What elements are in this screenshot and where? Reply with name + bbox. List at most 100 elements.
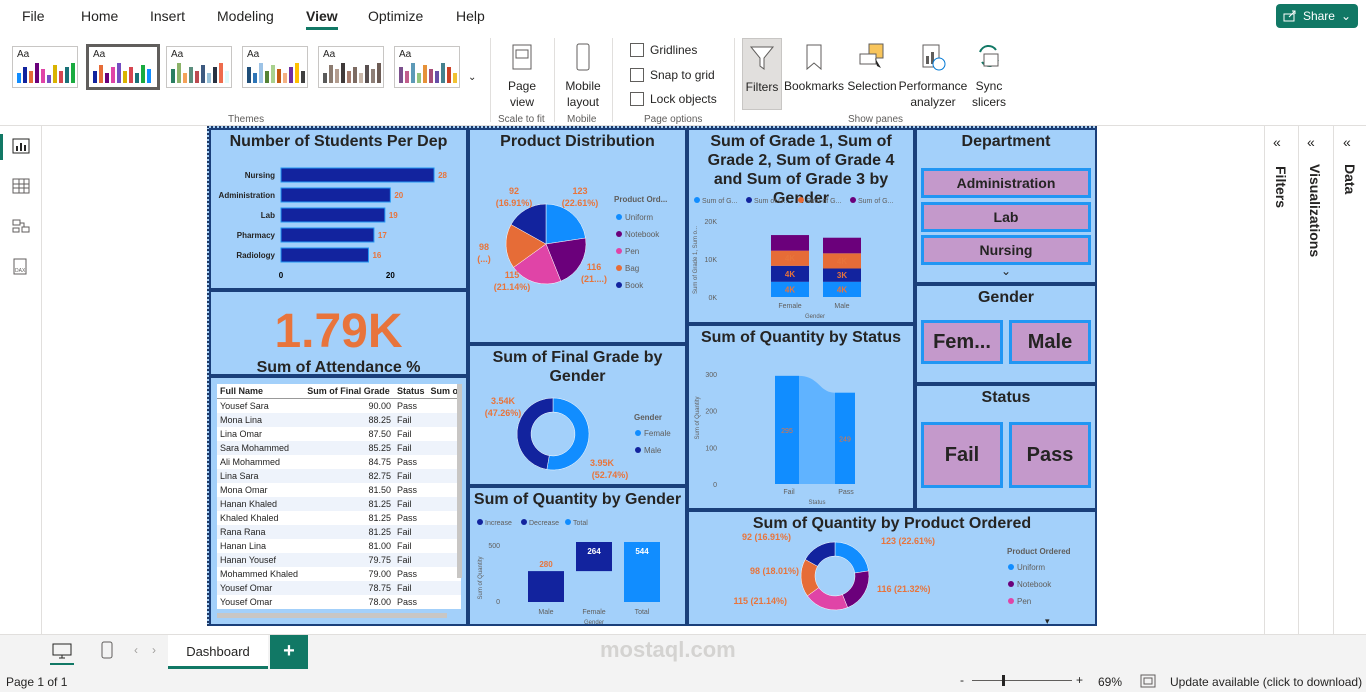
theme-6[interactable]: Aa	[394, 46, 460, 88]
col-full-name[interactable]: Full Name	[217, 384, 305, 399]
gender-female[interactable]: Fem...	[921, 320, 1003, 364]
table-row[interactable]: Hanan Khaled 81.25 Fail	[217, 496, 461, 511]
product-distribution-chart[interactable]: Product Distribution 92 (16.91%) 123 (22.61…	[468, 128, 687, 344]
model-view-icon[interactable]	[12, 218, 30, 234]
slicer-scroll-down-icon[interactable]: ⌄	[1001, 264, 1012, 278]
table-row[interactable]: Hanan Lina 81.00 Fail	[217, 539, 461, 553]
filters-pane-button[interactable]: Filters	[742, 38, 782, 110]
collapse-filters-icon[interactable]: «	[1273, 134, 1281, 150]
tab-prev-icon[interactable]: ‹	[134, 643, 138, 657]
table-row[interactable]: Rana Rana 81.25 Fail	[217, 524, 461, 539]
theme-1[interactable]: Aa	[12, 46, 78, 88]
sync-slicers-button[interactable]: Sync slicers	[968, 42, 1010, 110]
table-row[interactable]: Mohammed Khaled 79.00 Pass	[217, 567, 461, 581]
cell-empty	[427, 399, 461, 413]
status-pass[interactable]: Pass	[1009, 422, 1091, 488]
grades-by-gender-chart[interactable]: Sum of Grade 1, Sum of Grade 2, Sum of G…	[687, 128, 915, 324]
dax-query-icon[interactable]: DAX	[12, 258, 30, 276]
y-tick: 0	[713, 482, 717, 489]
department-slicer[interactable]: Department Administration Lab Nursing ⌄	[915, 128, 1097, 284]
data-label: (...)	[477, 254, 491, 264]
table-row[interactable]: Mona Omar 81.50 Pass	[217, 483, 461, 497]
status-slicer[interactable]: Status Fail Pass	[915, 384, 1097, 510]
students-per-dep-chart[interactable]: Number of Students Per Dep Nursing 28 Admi…	[209, 128, 468, 290]
table-row[interactable]: Lina Sara 82.75 Fail	[217, 468, 461, 483]
filters-pane-label[interactable]: Filters	[1273, 166, 1289, 209]
theme-5[interactable]: Aa	[318, 46, 384, 88]
gallery-expand-icon[interactable]: ⌄	[468, 72, 477, 83]
bar-value: 16	[372, 251, 381, 260]
table-row[interactable]: Mona Lina 88.25 Fail	[217, 412, 461, 427]
data-pane-label[interactable]: Data	[1342, 164, 1358, 195]
final-grade-by-gender-chart[interactable]: Sum of Final Grade by Gender 3.54K (47.26…	[468, 344, 687, 486]
cell-final-grade: 78.75	[304, 580, 394, 595]
collapse-visualizations-icon[interactable]: «	[1307, 134, 1315, 150]
update-available-link[interactable]: Update available (click to download)	[1170, 675, 1363, 689]
table-row[interactable]: Hanan Yousef 79.75 Fail	[217, 552, 461, 567]
add-page-button[interactable]: +	[270, 635, 308, 669]
table-row[interactable]: Khaled Khaled 81.25 Pass	[217, 511, 461, 525]
bookmarks-button[interactable]: Bookmarks	[784, 42, 844, 94]
theme-2[interactable]: Aa	[86, 44, 160, 90]
tab-next-icon[interactable]: ›	[152, 643, 156, 657]
table-row[interactable]: Yousef Sara 90.00 Pass	[217, 399, 461, 413]
gender-slicer[interactable]: Gender Fem... Male	[915, 284, 1097, 384]
department-nursing[interactable]: Nursing	[921, 235, 1091, 265]
phone-view-icon[interactable]	[100, 641, 114, 659]
table-horizontal-scrollbar[interactable]	[217, 613, 447, 618]
snap-to-grid-checkbox[interactable]: Snap to grid	[630, 68, 715, 82]
visualizations-pane-label[interactable]: Visualizations	[1307, 164, 1323, 258]
zoom-slider[interactable]	[972, 680, 1072, 681]
menu-file[interactable]: File	[22, 8, 45, 24]
menu-modeling[interactable]: Modeling	[217, 8, 274, 24]
gender-male[interactable]: Male	[1009, 320, 1091, 364]
table-row[interactable]: Lina Omar 87.50 Fail	[217, 427, 461, 441]
segment	[823, 237, 861, 254]
gridlines-checkbox[interactable]: Gridlines	[630, 43, 697, 57]
quantity-by-status-chart[interactable]: Sum of Quantity by Status Sum of Quantit…	[687, 324, 915, 510]
lock-objects-checkbox[interactable]: Lock objects	[630, 92, 717, 106]
department-administration[interactable]: Administration	[921, 168, 1091, 198]
zoom-slider-thumb[interactable]	[1002, 675, 1005, 686]
cell-status: Pass	[396, 596, 417, 607]
theme-3[interactable]: Aa	[166, 46, 232, 88]
legend-dot	[1008, 581, 1014, 587]
table-row[interactable]: Yousef Omar 78.00 Pass	[217, 595, 461, 609]
col-status[interactable]: Status	[393, 384, 428, 399]
table-view-icon[interactable]	[12, 178, 30, 194]
theme-4[interactable]: Aa	[242, 46, 308, 88]
menu-help[interactable]: Help	[456, 8, 485, 24]
col-sum-quantity[interactable]: Sum o	[427, 384, 461, 399]
y-tick: 300	[705, 372, 717, 379]
table-row[interactable]: Sara Mohammed 85.25 Fail	[217, 440, 461, 455]
quantity-by-gender-chart[interactable]: Sum of Quantity by Gender Increase Decrea…	[468, 486, 687, 626]
students-table[interactable]: Full Name Sum of Final Grade Status Sum …	[209, 376, 468, 626]
desktop-view-icon[interactable]	[52, 643, 72, 659]
fit-to-page-icon[interactable]	[1140, 674, 1156, 688]
page-view-button[interactable]: Page view	[498, 42, 546, 110]
quantity-by-product-chart[interactable]: Sum of Quantity by Product Ordered 92 (1…	[687, 510, 1097, 626]
report-view-icon[interactable]	[12, 138, 30, 154]
tab-dashboard[interactable]: Dashboard	[168, 635, 268, 669]
department-lab[interactable]: Lab	[921, 202, 1091, 232]
status-fail[interactable]: Fail	[921, 422, 1003, 488]
table-vertical-scrollbar[interactable]	[457, 384, 462, 578]
zoom-out-button[interactable]: -	[960, 673, 964, 687]
menu-view[interactable]: View	[306, 8, 338, 30]
zoom-in-button[interactable]: +	[1076, 673, 1084, 687]
menu-optimize[interactable]: Optimize	[368, 8, 424, 24]
menu-home[interactable]: Home	[81, 8, 119, 24]
show-panes-label: Show panes	[848, 114, 904, 125]
menu-insert[interactable]: Insert	[150, 8, 186, 24]
sync-icon	[979, 45, 999, 67]
selection-button[interactable]: Selection	[846, 42, 898, 94]
collapse-data-icon[interactable]: «	[1343, 134, 1351, 150]
table-row[interactable]: Ali Mohammed 84.75 Pass	[217, 455, 461, 469]
attendance-kpi-card[interactable]: 1.79K Sum of Attendance %	[209, 290, 468, 376]
table-row[interactable]: Yousef Omar 78.75 Fail	[217, 580, 461, 595]
performance-analyzer-button[interactable]: Performance analyzer	[898, 42, 968, 110]
mobile-layout-button[interactable]: Mobile layout	[560, 42, 606, 110]
share-button[interactable]: Share ⌄	[1276, 4, 1358, 28]
legend-dot	[616, 282, 622, 288]
col-final-grade[interactable]: Sum of Final Grade	[304, 384, 394, 399]
